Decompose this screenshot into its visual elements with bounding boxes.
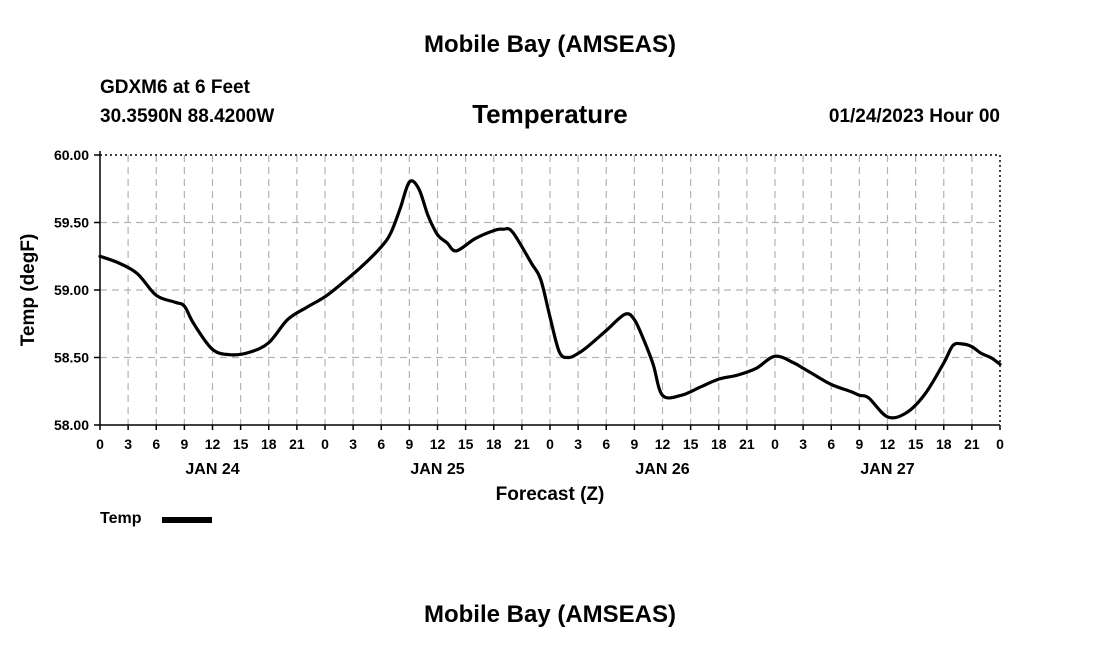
x-tick-label: 6 (152, 436, 160, 452)
x-tick-label: 15 (458, 436, 474, 452)
footer-title: Mobile Bay (AMSEAS) (423, 601, 677, 628)
x-tick-label: 15 (233, 436, 249, 452)
legend-swatch (162, 517, 212, 523)
x-tick-label: 18 (261, 436, 277, 452)
x-tick-label: 0 (771, 436, 779, 452)
x-tick-label: 0 (321, 436, 329, 452)
series-line-temp (98, 179, 1002, 420)
x-tick-label: 21 (289, 436, 305, 452)
x-tick-label: 12 (205, 436, 221, 452)
x-tick-label: 21 (739, 436, 755, 452)
legend-label: Temp (100, 510, 142, 527)
y-tick-label: 58.50 (54, 350, 89, 366)
station-coordinates: 30.3590N 88.4200W (100, 106, 275, 127)
x-tick-label: 0 (996, 436, 1004, 452)
x-tick-label: 18 (711, 436, 727, 452)
x-tick-label: 3 (574, 436, 582, 452)
station-label: GDXM6 at 6 Feet (100, 77, 250, 98)
forecast-datetime: 01/24/2023 Hour 00 (828, 106, 1000, 127)
plot-title: Temperature (472, 99, 628, 129)
x-tick-label: 9 (855, 436, 863, 452)
x-tick-label: 6 (602, 436, 610, 452)
y-tick-label: 59.00 (54, 282, 89, 298)
x-tick-label: 3 (799, 436, 807, 452)
x-tick-label: 0 (546, 436, 554, 452)
x-tick-label: 3 (349, 436, 357, 452)
x-tick-label: 12 (430, 436, 446, 452)
y-tick-label: 60.00 (54, 147, 89, 163)
x-tick-label: 21 (514, 436, 530, 452)
day-label: JAN 24 (185, 461, 239, 478)
x-tick-label: 3 (124, 436, 132, 452)
x-axis-title: Forecast (Z) (496, 484, 605, 505)
x-tick-label: 9 (180, 436, 188, 452)
y-tick-label: 58.00 (54, 417, 89, 433)
x-tick-label: 12 (655, 436, 671, 452)
x-tick-label: 6 (377, 436, 385, 452)
chart-main-title: Mobile Bay (AMSEAS) (423, 31, 677, 58)
y-axis-title: Temp (degF) (18, 234, 39, 347)
x-tick-label: 12 (880, 436, 896, 452)
x-tick-label: 15 (908, 436, 924, 452)
x-tick-label: 15 (683, 436, 699, 452)
x-tick-label: 18 (936, 436, 952, 452)
day-label: JAN 27 (860, 461, 914, 478)
day-label: JAN 25 (410, 461, 464, 478)
x-tick-label: 0 (96, 436, 104, 452)
x-tick-label: 9 (405, 436, 413, 452)
x-tick-label: 6 (827, 436, 835, 452)
x-tick-label: 18 (486, 436, 502, 452)
x-tick-label: 9 (630, 436, 638, 452)
y-tick-label: 59.50 (54, 215, 89, 231)
day-label: JAN 26 (635, 461, 689, 478)
x-tick-label: 21 (964, 436, 980, 452)
